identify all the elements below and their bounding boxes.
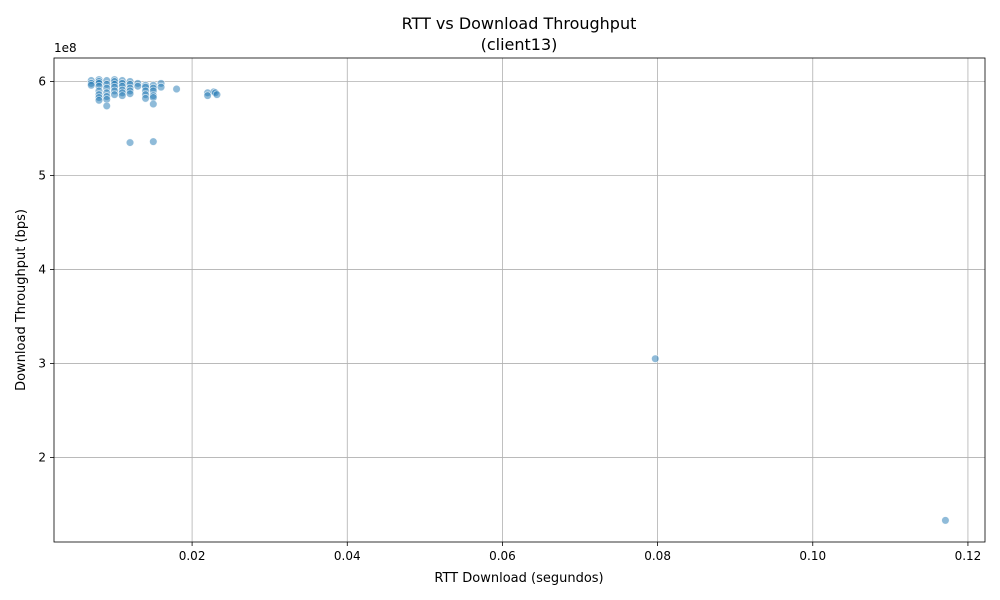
data-point — [118, 91, 127, 100]
y-tick-label: 4 — [38, 262, 46, 276]
axis-ticks: 0.02 0.04 0.06 0.08 0.10 0.12 2 3 4 5 6 — [38, 74, 981, 563]
x-tick-label: 0.08 — [644, 549, 671, 563]
chart-subtitle: (client13) — [481, 35, 558, 54]
data-point — [141, 94, 150, 103]
data-point — [110, 90, 119, 99]
x-tick-label: 0.06 — [489, 549, 516, 563]
data-point — [172, 84, 181, 94]
data-point — [156, 83, 166, 92]
data-point — [149, 137, 158, 146]
x-axis-label: RTT Download (segundos) — [434, 571, 603, 586]
y-offset-label: 1e8 — [54, 41, 77, 55]
data-points — [87, 75, 950, 525]
data-point — [203, 91, 212, 100]
data-point — [941, 516, 950, 525]
data-point — [87, 81, 96, 90]
grid-lines — [54, 58, 985, 542]
data-point — [125, 89, 135, 98]
plot-frame — [53, 57, 986, 543]
data-point — [94, 96, 104, 105]
x-tick-label: 0.12 — [955, 549, 982, 563]
data-point — [212, 90, 222, 99]
y-tick-label: 2 — [38, 450, 46, 464]
x-tick-label: 0.04 — [334, 549, 361, 563]
chart-title: RTT vs Download Throughput — [402, 14, 637, 33]
y-tick-label: 6 — [38, 74, 46, 88]
data-point — [125, 138, 135, 147]
y-tick-label: 3 — [38, 356, 46, 370]
data-point — [149, 99, 158, 109]
y-tick-label: 5 — [38, 168, 46, 182]
data-point — [133, 82, 142, 91]
y-axis-label: Download Throughput (bps) — [14, 209, 29, 391]
data-point — [102, 101, 111, 111]
data-point — [651, 354, 660, 363]
x-tick-label: 0.02 — [179, 549, 206, 563]
x-tick-label: 0.10 — [799, 549, 826, 563]
